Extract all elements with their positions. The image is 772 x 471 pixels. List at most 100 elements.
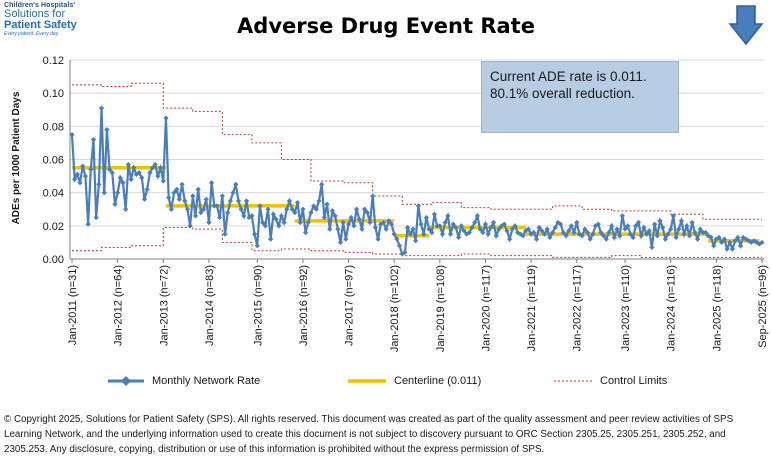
monthly-rate-point bbox=[668, 226, 674, 232]
monthly-rate-point bbox=[80, 163, 86, 169]
monthly-rate-point bbox=[112, 201, 118, 207]
monthly-rate-point bbox=[611, 234, 617, 241]
monthly-rate-point bbox=[109, 170, 115, 176]
monthly-rate-point bbox=[660, 224, 666, 231]
centerline bbox=[72, 166, 760, 243]
x-tick-label: Jan-2011 (n=31) bbox=[67, 265, 79, 345]
monthly-rate-point bbox=[200, 206, 207, 212]
x-tick-labels: Jan-2011 (n=31) Jan-2012 (n=64) Jan-2013 (… bbox=[67, 259, 769, 352]
monthly-rate-point bbox=[125, 161, 131, 168]
monthly-rate-point bbox=[106, 166, 113, 173]
monthly-rate-point bbox=[88, 166, 94, 173]
sps-logo: Children's Hospitals' Solutions for Pati… bbox=[4, 2, 100, 42]
monthly-rate-point bbox=[308, 209, 314, 216]
monthly-rate-point bbox=[405, 224, 411, 231]
monthly-rate-point bbox=[579, 233, 585, 239]
monthly-rate-point bbox=[192, 213, 199, 219]
monthly-rate-point bbox=[182, 198, 188, 204]
monthly-rate-point bbox=[501, 221, 507, 227]
monthly-rate-point bbox=[353, 206, 360, 212]
x-tick-label: Jan-2025 (n=118) bbox=[711, 265, 723, 351]
monthly-rate-point bbox=[241, 213, 247, 219]
monthly-rate-point bbox=[386, 218, 392, 224]
monthly-rate-point bbox=[490, 219, 497, 226]
y-tick-label: 0.04 bbox=[43, 188, 64, 200]
monthly-rate-point bbox=[302, 229, 309, 236]
monthly-rate-point bbox=[74, 171, 80, 178]
monthly-rate-point bbox=[445, 213, 451, 219]
monthly-rate-point bbox=[735, 234, 741, 241]
monthly-rate-point bbox=[117, 175, 123, 181]
legend-label-monthly-rate: Monthly Network Rate bbox=[152, 375, 261, 387]
monthly-rate-point bbox=[737, 243, 744, 249]
monthly-rate-point bbox=[265, 206, 271, 212]
monthly-rate-point bbox=[235, 198, 242, 204]
monthly-rate-point bbox=[418, 221, 424, 227]
monthly-rate-point bbox=[388, 221, 395, 227]
monthly-rate-point bbox=[120, 180, 126, 186]
monthly-rate-point bbox=[461, 228, 467, 234]
monthly-rate-point bbox=[348, 214, 354, 221]
monthly-rate-point bbox=[415, 203, 421, 209]
monthly-rate-point bbox=[372, 224, 378, 231]
monthly-rate-point bbox=[410, 226, 416, 232]
monthly-rate-point bbox=[335, 226, 341, 232]
monthly-rate-point bbox=[176, 196, 182, 202]
monthly-rate-point bbox=[571, 229, 577, 236]
x-tick-label: Jan-2015 (n=90) bbox=[252, 265, 264, 346]
monthly-rate-point bbox=[700, 229, 706, 236]
monthly-rate-point bbox=[104, 127, 110, 133]
monthly-rate-point bbox=[670, 213, 677, 219]
monthly-rate-point bbox=[724, 246, 730, 252]
logo-line-1: Children's Hospitals' bbox=[4, 2, 76, 9]
monthly-rate-point bbox=[222, 231, 228, 237]
lower-control-limit bbox=[72, 226, 762, 258]
monthly-rate-point bbox=[273, 216, 279, 222]
monthly-rate-point bbox=[413, 238, 419, 244]
monthly-rate-point bbox=[292, 209, 298, 216]
monthly-rate-point bbox=[211, 203, 217, 209]
legend-item-control-limits: Control Limits bbox=[554, 371, 667, 391]
legend-marker-centerline bbox=[348, 379, 386, 383]
monthly-rate-point bbox=[582, 226, 588, 232]
monthly-rate-point bbox=[217, 214, 223, 221]
monthly-rate-point bbox=[168, 206, 174, 212]
monthly-rate-point bbox=[595, 221, 601, 227]
y-tick-label: 0.02 bbox=[43, 221, 64, 233]
monthly-rate-point bbox=[657, 218, 663, 224]
monthly-rate-point bbox=[727, 239, 733, 246]
y-tick-labels: 0.00 0.02 0.04 0.06 0.08 0.10 0.12 bbox=[43, 55, 64, 266]
monthly-rate-point bbox=[686, 233, 693, 239]
monthly-rate-point bbox=[324, 201, 330, 207]
monthly-rate-point bbox=[311, 203, 317, 209]
monthly-rate-point bbox=[711, 243, 717, 249]
monthly-rate-point bbox=[456, 234, 462, 241]
monthly-rate-point bbox=[152, 161, 158, 168]
monthly-rate-point bbox=[617, 233, 623, 239]
x-tick-label: Jan-2024 (n=116) bbox=[666, 265, 678, 351]
monthly-rate-point bbox=[748, 239, 754, 246]
monthly-rate-point bbox=[603, 236, 609, 242]
monthly-rate-point bbox=[609, 223, 615, 229]
monthly-rate-point bbox=[364, 209, 370, 216]
monthly-rate-point bbox=[131, 165, 137, 171]
y-tick-label: 0.00 bbox=[43, 254, 64, 266]
monthly-rate-point bbox=[147, 170, 153, 176]
monthly-rate-point bbox=[598, 229, 604, 236]
monthly-rate-point bbox=[458, 223, 464, 229]
monthly-rate-point bbox=[587, 236, 593, 242]
x-tick-label: Jan-2021 (n=119) bbox=[526, 265, 538, 351]
monthly-rate-point bbox=[692, 229, 698, 236]
monthly-rate-point bbox=[101, 190, 107, 196]
monthly-rate-point bbox=[627, 231, 634, 237]
monthly-rate-point bbox=[383, 226, 389, 232]
monthly-rate-point bbox=[533, 236, 540, 242]
monthly-rate-point bbox=[507, 236, 513, 242]
monthly-rate-point bbox=[563, 233, 569, 239]
x-tick-label: Jan-2020 (n=117) bbox=[480, 265, 492, 351]
monthly-rate-point bbox=[187, 223, 193, 229]
monthly-rate-point bbox=[464, 231, 470, 237]
monthly-rate-point bbox=[759, 239, 765, 246]
monthly-rate-point bbox=[98, 105, 105, 111]
monthly-rate-series bbox=[69, 105, 765, 257]
